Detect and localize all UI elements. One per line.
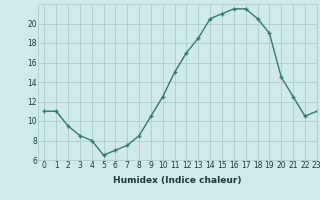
X-axis label: Humidex (Indice chaleur): Humidex (Indice chaleur) [113, 176, 242, 185]
